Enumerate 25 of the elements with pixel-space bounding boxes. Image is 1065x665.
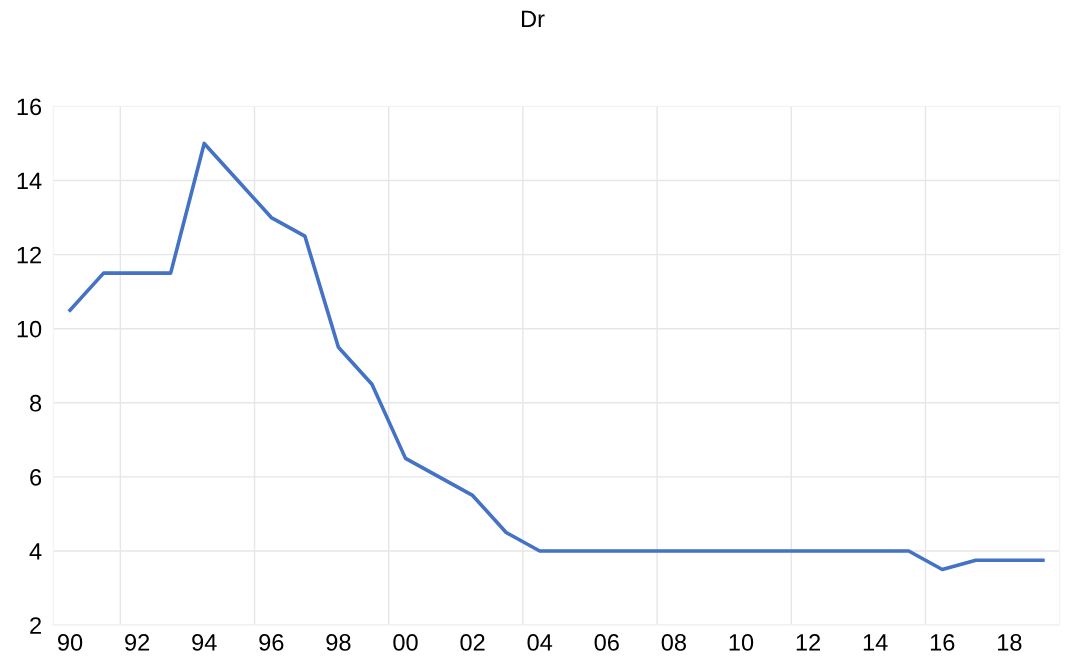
y-tick-label: 12 [17, 246, 41, 264]
y-tick-label: 16 [17, 98, 42, 116]
x-tick-label: 92 [125, 634, 150, 651]
x-tick-label: 08 [661, 634, 686, 651]
x-tick-label: 98 [326, 634, 351, 651]
x-tick-label: 00 [393, 634, 418, 651]
x-tick-label: 06 [594, 634, 619, 651]
x-tick-label: 14 [863, 634, 888, 651]
x-tick-label: 12 [796, 634, 821, 651]
x-tick-label: 96 [259, 634, 284, 651]
x-tick-label: 94 [192, 634, 217, 651]
x-tick-label: 18 [998, 634, 1022, 651]
x-tick-label: 16 [930, 634, 955, 651]
x-tick-label: 10 [729, 634, 754, 651]
x-tick-label: 90 [58, 634, 83, 651]
y-tick-label: 10 [17, 320, 42, 338]
x-tick-label: 04 [527, 634, 553, 651]
y-tick-label: 8 [30, 394, 42, 412]
x-tick-label: 02 [460, 634, 485, 651]
y-tick-label: 4 [29, 543, 42, 560]
line-series [68, 141, 1045, 572]
y-tick-label: 14 [17, 172, 42, 190]
chart-title: Dr [521, 10, 545, 28]
y-tick-label: 2 [30, 617, 41, 634]
y-tick-label: 6 [30, 468, 42, 486]
